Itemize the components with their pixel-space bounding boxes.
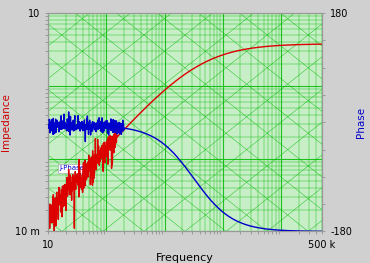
Text: J-Phase: J-Phase bbox=[59, 165, 84, 171]
X-axis label: Frequency: Frequency bbox=[156, 252, 214, 262]
Y-axis label: Impedance: Impedance bbox=[1, 93, 11, 151]
Y-axis label: Phase: Phase bbox=[356, 107, 366, 138]
